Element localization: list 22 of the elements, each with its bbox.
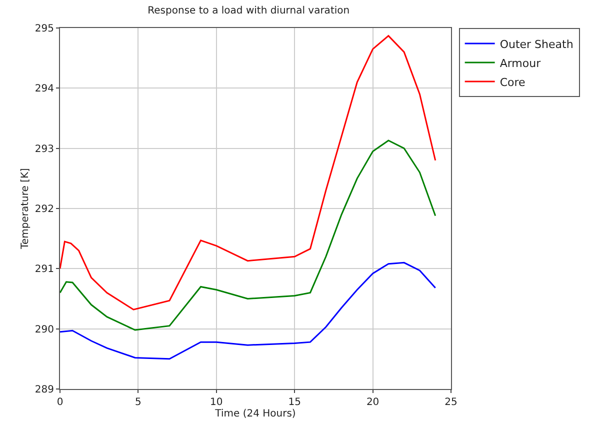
y-tick-label: 291: [34, 264, 54, 276]
x-tick-label: 20: [366, 397, 380, 408]
legend-label: Armour: [500, 56, 542, 70]
x-tick-label: 5: [135, 397, 142, 408]
y-tick-label: 295: [34, 24, 54, 34]
legend-label: Core: [500, 76, 526, 89]
line-series: [60, 262, 436, 360]
y-tick-label: 294: [34, 84, 54, 95]
y-tick-label: 290: [34, 324, 54, 336]
x-tick-label: 25: [444, 397, 458, 408]
y-tick-label: 289: [34, 384, 54, 396]
line-series: [60, 140, 436, 331]
x-tick-label: 10: [210, 397, 223, 408]
y-tick-label: 292: [34, 204, 54, 215]
y-axis-title: Temperature [K]: [20, 168, 31, 250]
chart-title: Response to a load with diurnal varation: [148, 6, 350, 17]
x-tick-label: 15: [288, 397, 301, 408]
y-tick-label: 293: [34, 144, 54, 155]
x-axis-title: Time (24 Hours): [214, 408, 296, 420]
line-series: [60, 35, 436, 310]
x-tick-label: 0: [56, 397, 64, 408]
legend-label: Outer Sheath: [500, 38, 574, 51]
